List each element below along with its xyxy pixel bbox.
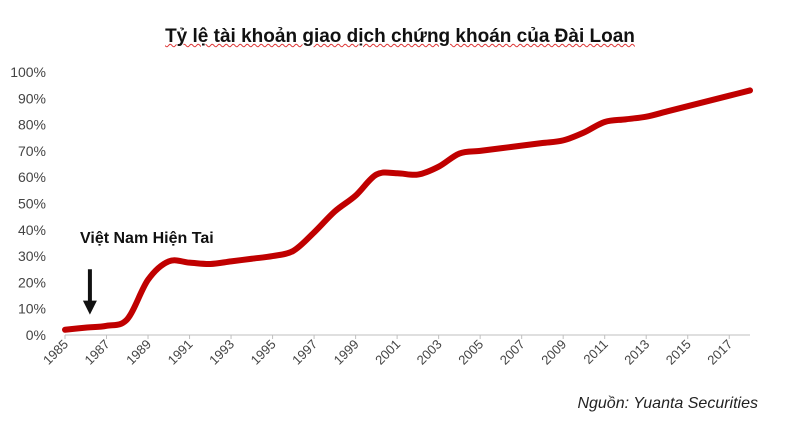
y-tick-label: 30% bbox=[18, 248, 46, 264]
x-tick-label: 2011 bbox=[580, 337, 610, 367]
y-tick-label: 80% bbox=[18, 117, 46, 133]
x-tick-label: 2007 bbox=[497, 337, 528, 368]
x-tick-label: 2003 bbox=[414, 337, 445, 368]
x-tick-label: 2001 bbox=[372, 337, 403, 368]
y-tick-label: 90% bbox=[18, 90, 46, 106]
y-axis-ticks: 0% 10% 20% 30% 40% 50% 60% 70% 80% 90% 100% bbox=[10, 64, 46, 343]
x-tick-label: 1989 bbox=[123, 337, 154, 368]
x-tick-label: 2015 bbox=[663, 337, 694, 368]
x-tick-label: 1997 bbox=[289, 337, 320, 368]
x-tick-label: 1991 bbox=[165, 337, 196, 368]
x-tick-label: 1993 bbox=[206, 337, 237, 368]
x-tick-label: 1999 bbox=[331, 337, 362, 368]
x-tick-label: 1987 bbox=[82, 337, 113, 368]
x-tick-label: 2009 bbox=[538, 337, 569, 368]
down-arrow-icon bbox=[82, 300, 97, 315]
annotation-label: Việt Nam Hiện Tai bbox=[80, 230, 214, 247]
x-tick-label: 2017 bbox=[704, 337, 735, 368]
y-tick-label: 60% bbox=[18, 169, 46, 185]
y-tick-label: 100% bbox=[10, 64, 46, 80]
x-axis-ticks: 1985 1987 1989 1991 1993 1995 1997 1999 2001 2003… bbox=[40, 335, 735, 368]
y-tick-label: 20% bbox=[18, 274, 46, 290]
y-tick-label: 10% bbox=[18, 301, 46, 317]
x-tick-label: 1995 bbox=[248, 337, 279, 368]
y-tick-label: 0% bbox=[26, 327, 46, 343]
series-layer bbox=[62, 87, 753, 333]
x-tick-label: 2013 bbox=[621, 337, 652, 368]
chart-title: Tỷ lệ tài khoản giao dịch chứng khoán củ… bbox=[0, 26, 800, 48]
y-tick-label: 40% bbox=[18, 222, 46, 238]
source-note: Nguồn: Yuanta Securities bbox=[577, 395, 758, 412]
y-tick-label: 70% bbox=[18, 143, 46, 159]
x-tick-label: 2005 bbox=[455, 337, 486, 368]
chart-title-text: Tỷ lệ tài khoản giao dịch chứng khoán củ… bbox=[165, 26, 635, 47]
y-tick-label: 50% bbox=[18, 196, 46, 212]
series-line bbox=[62, 87, 753, 333]
annotation-layer: Việt Nam Hiện Tai bbox=[80, 230, 214, 315]
